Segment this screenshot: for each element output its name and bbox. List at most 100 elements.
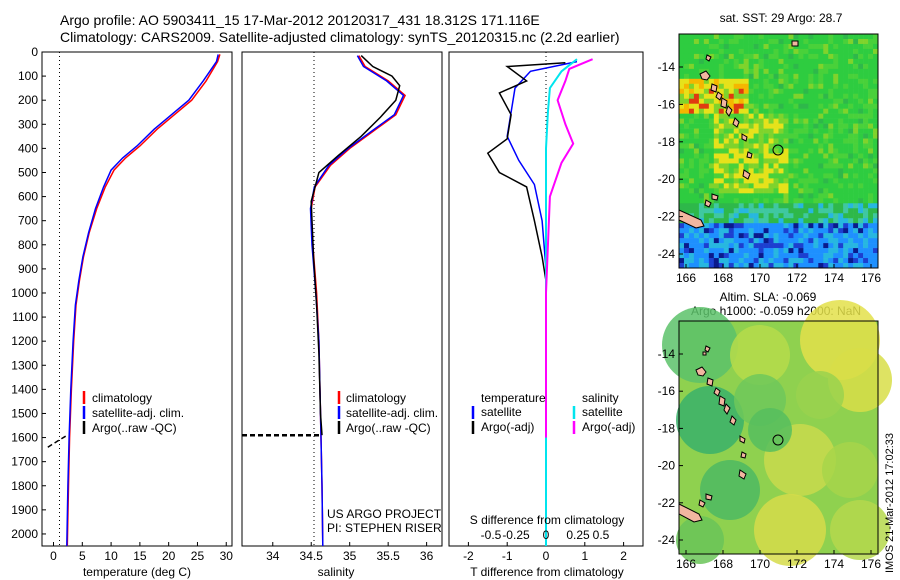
sla-map-axes: 166 168 170 172 174 176-14-16-18-20-22-24 (658, 347, 882, 571)
sst-cell (823, 163, 829, 169)
sst-cell (713, 128, 720, 134)
sst-cell (858, 113, 864, 119)
sst-cell (753, 88, 759, 95)
sst-cell (708, 43, 715, 50)
sst-cell (738, 98, 744, 104)
sst-cell (808, 58, 814, 65)
sst-cell (843, 123, 849, 129)
depth-tick-label: 400 (18, 141, 38, 155)
sst-cell (773, 63, 779, 70)
legend-label-sal-argo: Argo(-adj) (582, 420, 635, 434)
sla-map-title-1: Altim. SLA: -0.069 (720, 290, 817, 304)
sst-cell (708, 213, 715, 219)
sst-cell (763, 148, 769, 154)
sst-cell (723, 53, 730, 60)
sst-cell (679, 58, 685, 65)
sst-cell (803, 88, 809, 95)
sst-cell (718, 63, 725, 70)
sst-cell (778, 78, 784, 85)
sst-cell (818, 73, 824, 80)
sst-cell (853, 218, 859, 224)
sst-cell (758, 53, 764, 60)
sst-cell (813, 203, 819, 209)
sst-cell (853, 198, 859, 204)
depth-ticks: 0100200300400500600700800900100011001200… (11, 45, 46, 541)
sst-cell (703, 248, 710, 254)
sst-cell (713, 78, 720, 85)
sst-cell (679, 203, 685, 209)
sst-cell (873, 228, 879, 234)
sst-cell (748, 38, 754, 45)
map-y-tick-label: -20 (658, 459, 676, 473)
sst-cell (698, 98, 705, 104)
sst-cell (843, 188, 849, 194)
sst-cell (748, 173, 754, 179)
sst-cell (783, 263, 789, 269)
sst-cell (783, 103, 789, 109)
map-y-tick-label: -18 (658, 135, 676, 149)
sst-cell (813, 128, 819, 134)
sst-cell (783, 153, 789, 159)
sst-cell (873, 148, 879, 154)
sst-cell (803, 53, 809, 60)
sst-cell (698, 148, 705, 154)
sst-cell (733, 43, 739, 50)
sst-cell (738, 34, 744, 40)
sst-cell (743, 248, 749, 254)
sst-cell (783, 178, 789, 184)
sst-cell (758, 93, 764, 100)
sst-cell (733, 133, 739, 139)
sst-cell (788, 148, 794, 154)
sst-cell (733, 143, 739, 149)
sst-cell (833, 158, 839, 164)
sst-cell (843, 103, 849, 109)
sst-cell (713, 133, 720, 139)
sla-blob (662, 307, 738, 383)
sst-cell (758, 123, 764, 129)
sst-cell (838, 193, 844, 199)
sst-cell (803, 63, 809, 70)
sst-cell (693, 48, 700, 55)
sst-cell (818, 173, 824, 179)
sst-cell (773, 78, 779, 85)
sst-cell (679, 88, 685, 95)
sst-cell (828, 34, 834, 40)
depth-tick-label: 900 (18, 262, 38, 276)
sst-cell (728, 93, 735, 100)
sst-cell (773, 263, 779, 269)
sst-map-axes: 166 168 170 172 174 176-14-16-18-20-22-24 (658, 60, 882, 285)
sst-cell (728, 113, 735, 119)
sst-cell (793, 168, 799, 174)
sst-cell (773, 183, 779, 189)
sst-cell (718, 133, 725, 139)
sst-cell (688, 93, 695, 100)
depth-tick-label: 0 (31, 45, 38, 59)
sst-cell (703, 163, 710, 169)
sst-cell (858, 183, 864, 189)
sst-cell (833, 218, 839, 224)
sst-cell (808, 233, 814, 239)
sst-cell (763, 38, 769, 45)
sst-cell (679, 133, 685, 139)
sst-cell (688, 183, 695, 189)
sst-cell (868, 128, 874, 134)
sst-cell (833, 163, 839, 169)
sst-cell (813, 218, 819, 224)
sst-cell (828, 168, 834, 174)
sst-cell (713, 198, 720, 204)
sst-cell (688, 43, 695, 50)
sst-cell (853, 58, 859, 65)
sst-cell (833, 248, 839, 254)
sst-cell (718, 83, 725, 90)
sst-cell (823, 118, 829, 124)
sst-cell (858, 108, 864, 114)
sst-cell (743, 103, 749, 109)
sst-cell (703, 233, 710, 239)
sst-cell (718, 248, 725, 254)
sst-cell (718, 158, 725, 164)
sst-cell (723, 158, 730, 164)
sst-cell (783, 68, 789, 75)
depth-tick-label: 500 (18, 165, 38, 179)
sst-cell (743, 223, 749, 229)
sst-cell (728, 178, 735, 184)
